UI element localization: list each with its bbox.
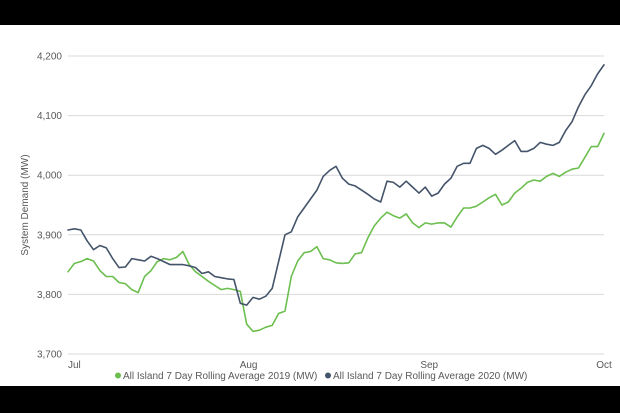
- x-tick-labels: Jul Aug Sep Oct: [68, 360, 612, 371]
- legend-label: All Island 7 Day Rolling Average 2020 (M…: [333, 371, 527, 382]
- x-tick-label: Oct: [596, 360, 612, 371]
- y-axis-title: System Demand (MW): [20, 154, 31, 255]
- legend: All Island 7 Day Rolling Average 2019 (M…: [115, 371, 527, 382]
- y-tick-label: 4,000: [37, 171, 62, 182]
- gridlines: [68, 55, 604, 355]
- y-tick-label: 4,100: [37, 111, 62, 122]
- series-line-2020: [67, 64, 605, 306]
- line-chart: 3,700 3,800 3,900 4,000 4,100 4,200 Jul Aug Sep…: [20, 52, 612, 383]
- chart-frame: 3,700 3,800 3,900 4,000 4,100 4,200 Jul Aug Sep…: [0, 25, 620, 386]
- y-tick-label: 3,900: [37, 230, 62, 241]
- series-lines: [67, 64, 605, 333]
- x-tick-label: Sep: [420, 360, 438, 371]
- y-tick-labels: 3,700 3,800 3,900 4,000 4,100 4,200: [37, 52, 62, 361]
- y-tick-label: 3,700: [37, 350, 62, 361]
- y-tick-label: 3,800: [37, 290, 62, 301]
- x-tick-label: Aug: [240, 360, 258, 371]
- x-tick-label: Jul: [68, 360, 81, 371]
- y-tick-label: 4,200: [37, 52, 62, 63]
- legend-marker: [115, 372, 121, 379]
- legend-marker: [325, 372, 331, 379]
- series-line-2019: [67, 132, 605, 333]
- legend-label: All Island 7 Day Rolling Average 2019 (M…: [123, 371, 317, 382]
